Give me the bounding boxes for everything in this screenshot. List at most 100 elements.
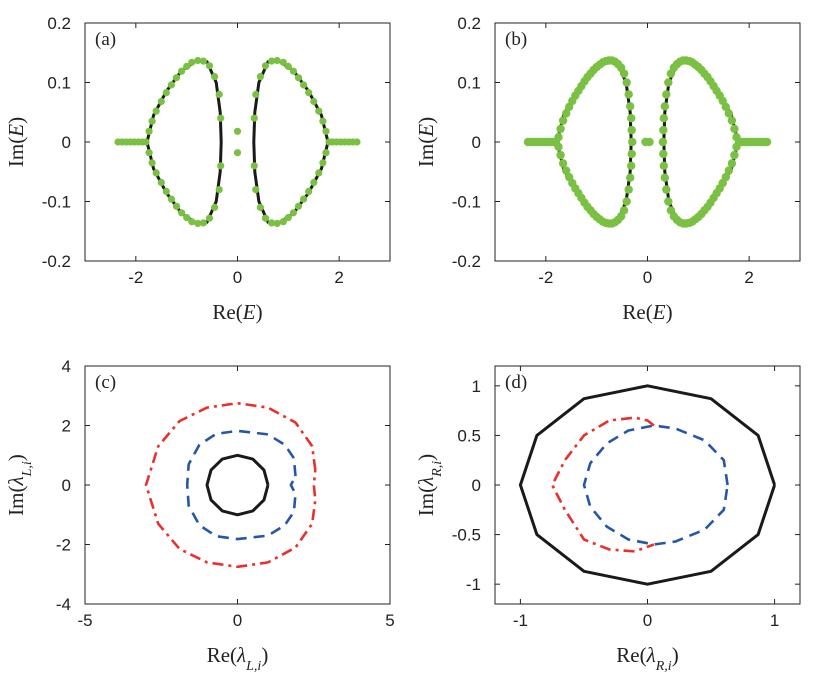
data-point	[659, 161, 668, 170]
data-point	[215, 186, 223, 194]
x-tick-label: -5	[77, 611, 92, 630]
data-point	[211, 73, 219, 81]
x-tick-label: -1	[513, 611, 528, 630]
panel-a: -2 0 2 0.2 0.1 0 -0.1 -0.2 Re(E) Im(E) (a)	[4, 14, 391, 324]
data-point	[178, 67, 186, 75]
data-point	[284, 62, 292, 70]
data-point	[315, 169, 323, 177]
x-tick-label: 0	[643, 611, 652, 630]
y-tick-label: 0.1	[47, 74, 71, 93]
data-point	[554, 133, 563, 142]
data-point	[289, 67, 297, 75]
y-tick-label: 0.2	[47, 14, 71, 33]
blue-dashed-curve	[582, 424, 729, 546]
data-point	[157, 97, 165, 106]
data-point	[279, 58, 287, 66]
data-point	[162, 187, 170, 195]
data-point	[627, 149, 636, 159]
y-tick-label: 1	[472, 377, 481, 396]
x-tick-label: 0	[233, 268, 242, 287]
data-point	[205, 62, 214, 70]
panel-label: (c)	[95, 372, 116, 393]
y-tick-label: -0.5	[452, 526, 481, 545]
panel-label: (d)	[505, 372, 527, 393]
panel-c: -5 0 5 4 2 0 -2 -4 Re(λL,i) Im(λL,i) (c)	[4, 357, 395, 674]
data-point	[645, 137, 654, 147]
data-point	[659, 114, 668, 123]
data-point	[315, 107, 323, 115]
x-tick-label: 2	[334, 268, 343, 287]
data-point	[188, 58, 196, 66]
data-point	[294, 202, 303, 210]
data-point	[627, 114, 636, 123]
data-point	[730, 124, 739, 134]
data-point	[172, 202, 181, 210]
x-tick-label: 5	[385, 611, 394, 630]
x-tick-label: 1	[770, 611, 779, 630]
x-axis-label: Re(λL,i)	[207, 643, 269, 674]
data-point	[659, 149, 668, 159]
data-point	[305, 89, 313, 97]
y-tick-label: -2	[56, 536, 71, 555]
data-point	[300, 195, 308, 203]
data-point	[558, 116, 568, 125]
data-point	[183, 62, 191, 70]
data-point	[252, 186, 260, 194]
data-point	[562, 109, 571, 118]
data-point	[217, 114, 225, 122]
data-point	[724, 109, 733, 118]
x-tick-label: 0	[643, 268, 652, 287]
data-point	[148, 117, 156, 125]
data-point	[261, 214, 270, 222]
data-point	[319, 117, 327, 125]
data-point	[662, 185, 671, 194]
y-tick-label: -0.2	[42, 252, 71, 271]
data-point	[183, 214, 191, 222]
black-solid-curve	[518, 384, 777, 586]
data-point	[172, 74, 181, 82]
data-point	[662, 90, 671, 99]
data-point	[565, 172, 574, 182]
data-point	[268, 57, 276, 65]
y-tick-label: 0	[62, 133, 71, 152]
data-point	[622, 78, 631, 87]
data-point	[148, 159, 156, 167]
x-tick-label: -2	[538, 268, 553, 287]
data-point	[294, 74, 303, 82]
data-point	[724, 166, 733, 175]
data-point	[556, 150, 565, 160]
data-point	[319, 159, 327, 167]
y-axis-label: Im(E)	[414, 117, 438, 167]
x-axis-label: Re(λR,i)	[616, 643, 678, 674]
data-point	[732, 142, 741, 151]
data-point	[565, 102, 574, 112]
y-tick-label: -0.1	[42, 193, 71, 212]
data-point	[205, 214, 214, 222]
data-point	[152, 107, 160, 115]
data-point	[252, 90, 260, 98]
y-tick-label: 0.2	[457, 14, 481, 33]
data-point	[628, 137, 637, 147]
y-tick-label: 0.5	[457, 426, 481, 445]
data-point	[727, 116, 737, 125]
data-point	[256, 203, 264, 211]
data-point	[178, 209, 186, 217]
data-point	[167, 195, 175, 203]
data-point	[624, 90, 633, 99]
data-point	[624, 185, 633, 194]
data-point	[268, 219, 276, 227]
data-point	[310, 97, 318, 106]
panel-label: (b)	[505, 29, 527, 50]
data-point	[730, 150, 739, 160]
x-axis-label: Re(E)	[622, 300, 672, 324]
x-tick-label: 2	[744, 268, 753, 287]
data-point	[250, 114, 258, 122]
data-point	[626, 173, 635, 182]
y-axis-label: Im(E)	[4, 117, 28, 167]
y-tick-label: -1	[466, 575, 481, 594]
data-point	[145, 127, 153, 135]
data-point	[157, 178, 165, 187]
data-point	[300, 81, 308, 89]
data-point	[622, 197, 631, 206]
data-point	[322, 127, 330, 135]
